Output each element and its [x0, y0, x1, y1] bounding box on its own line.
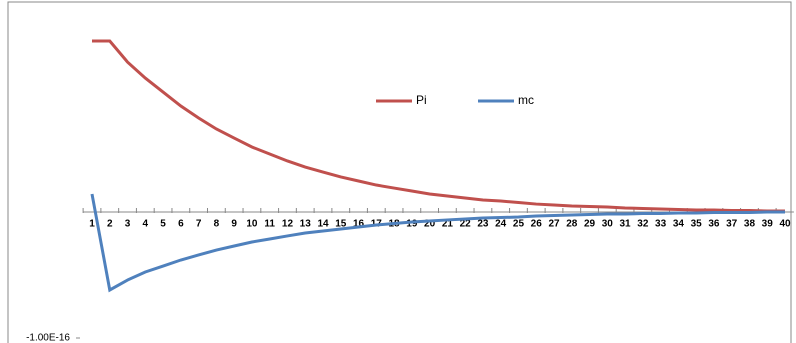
- x-tick-label: 9: [231, 219, 237, 230]
- x-tick-label: 33: [655, 219, 667, 230]
- x-tick-label: 34: [673, 219, 685, 230]
- x-tick-label: 10: [246, 219, 258, 230]
- x-tick-label: 8: [214, 219, 220, 230]
- legend-label: mc: [518, 93, 534, 107]
- legend-label: Pi: [416, 93, 427, 107]
- x-tick-label: 28: [566, 219, 578, 230]
- x-tick-label: 19: [406, 219, 418, 230]
- x-tick-label: 35: [691, 219, 703, 230]
- x-tick-label: 21: [442, 219, 454, 230]
- x-tick-label: 29: [584, 219, 596, 230]
- x-tick-label: 22: [460, 219, 472, 230]
- x-tick-label: 38: [744, 219, 756, 230]
- x-tick-label: 3: [125, 219, 131, 230]
- x-tick-label: 36: [708, 219, 720, 230]
- x-tick-label: 5: [160, 219, 166, 230]
- x-tick-label: 13: [300, 219, 312, 230]
- x-tick-label: 37: [726, 219, 738, 230]
- x-tick-label: 2: [107, 219, 113, 230]
- x-tick-label: 14: [317, 219, 329, 230]
- x-tick-label: 11: [264, 219, 275, 230]
- series-line: [92, 39, 785, 213]
- x-tick-label: 25: [513, 219, 525, 230]
- x-tick-label: 24: [495, 219, 507, 230]
- x-tick-label: 12: [282, 219, 294, 230]
- x-tick-label: 32: [637, 219, 649, 230]
- x-tick-label: 31: [620, 219, 632, 230]
- series-line: [90, 193, 785, 293]
- x-tick-label: 1: [89, 219, 95, 230]
- x-tick-label: 7: [196, 219, 202, 230]
- x-tick-label: 26: [531, 219, 543, 230]
- x-tick-label: 40: [779, 219, 791, 230]
- y-tick-label: -1.00E-16: [26, 333, 70, 343]
- x-tick-label: 27: [548, 219, 560, 230]
- x-tick-label: 23: [477, 219, 489, 230]
- x-tick-label: 15: [335, 219, 347, 230]
- x-tick-label: 30: [602, 219, 614, 230]
- x-tick-label: 20: [424, 219, 436, 230]
- chart-frame: [7, 1, 792, 343]
- x-tick-label: 39: [762, 219, 774, 230]
- x-tick-label: 4: [143, 219, 149, 230]
- x-tick-label: 6: [178, 219, 184, 230]
- x-tick-label: 16: [353, 219, 365, 230]
